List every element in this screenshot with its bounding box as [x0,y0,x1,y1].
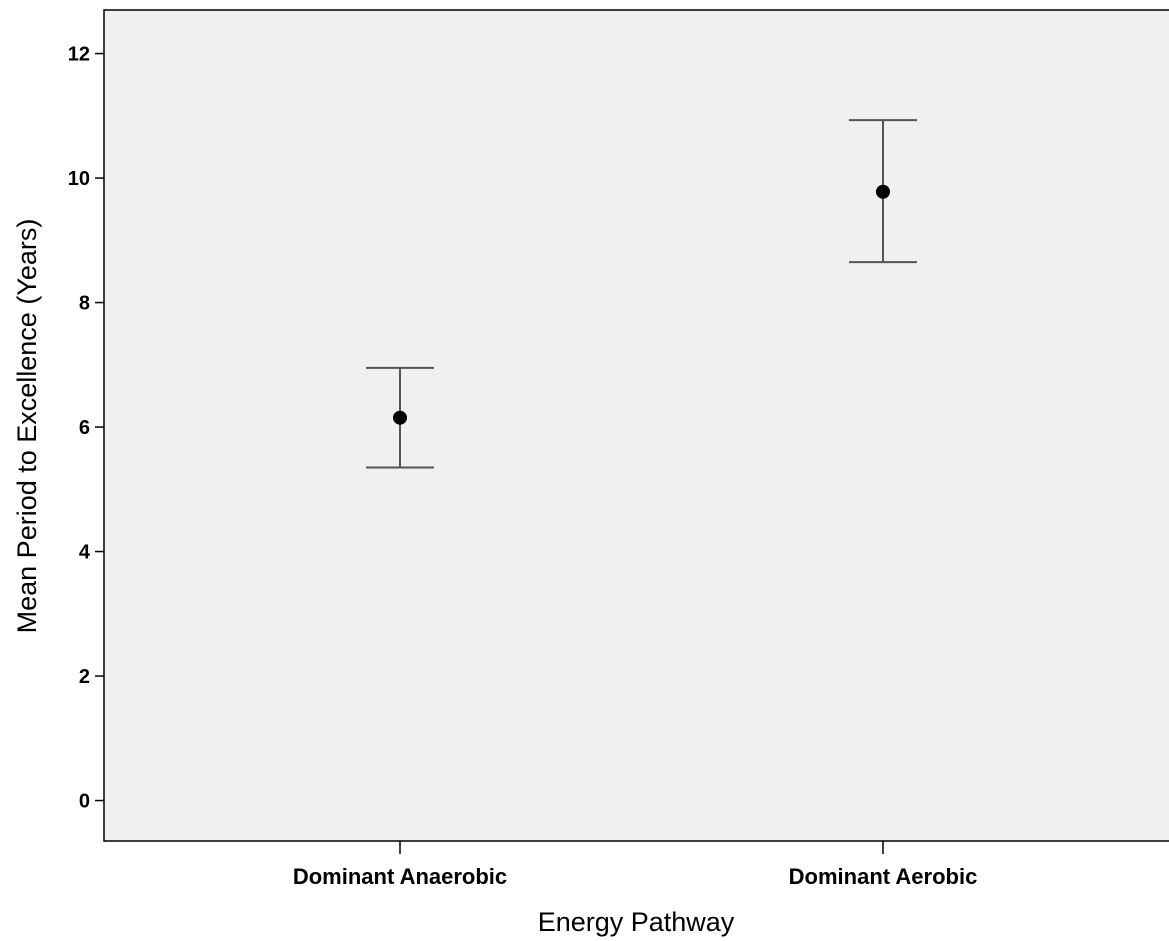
y-tick-label: 8 [79,293,90,315]
x-axis-title: Energy Pathway [538,907,735,937]
y-tick-label: 4 [79,542,91,564]
x-axis: Dominant Anaerobic Dominant Aerobic [293,841,977,889]
data-marks [366,119,917,469]
y-tick-label: 0 [79,791,90,813]
mean-point [876,184,890,199]
plot-area [103,9,1169,842]
x-tick-label: Dominant Anaerobic [293,864,507,889]
y-tick-label: 10 [68,168,90,190]
y-tick-label: 12 [68,44,90,66]
y-tick-label: 6 [79,417,90,439]
y-axis-title: Mean Period to Excellence (Years) [12,219,42,634]
x-tick-label: Dominant Aerobic [789,864,978,889]
y-tick-label: 2 [79,666,90,688]
y-axis: 0 2 4 6 8 10 12 [68,44,104,813]
mean-point [393,410,407,425]
